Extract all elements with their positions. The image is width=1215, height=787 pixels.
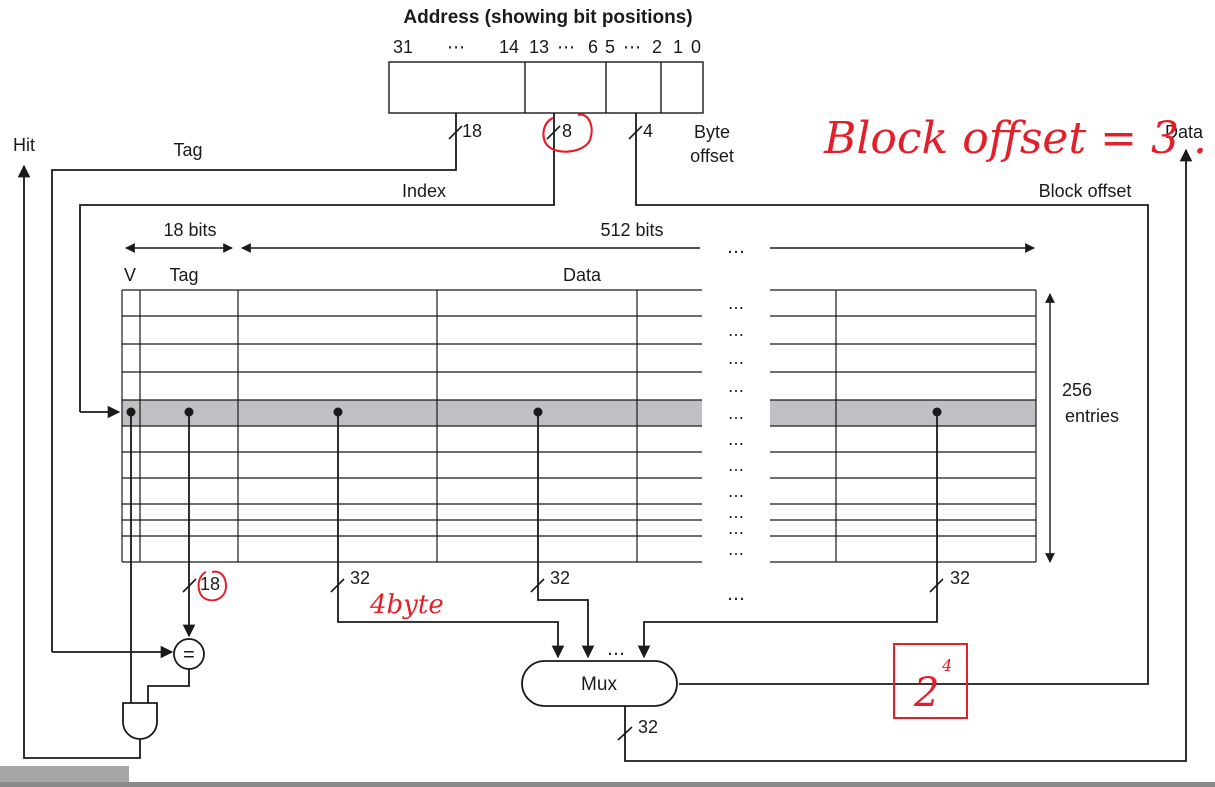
row-ellipsis: … <box>728 377 744 396</box>
block-offset-note: Block offset = 3 . <box>823 113 1207 164</box>
power-note-box <box>893 643 968 719</box>
word1-tap-dot <box>533 407 543 417</box>
compare-to-and-wire <box>147 669 190 703</box>
index-circle-mark <box>542 113 593 153</box>
width-slashes <box>182 125 944 741</box>
block-offset-wire-label: Block offset <box>1039 181 1132 201</box>
row-ellipsis: … <box>728 349 744 368</box>
index-wire-label: Index <box>402 181 446 201</box>
row-ellipsis: … <box>728 294 744 313</box>
bit-ellipsis-3: ⋯ <box>623 37 641 57</box>
word0-width-label: 32 <box>350 568 370 588</box>
data-bits-label: 512 bits <box>600 220 663 240</box>
column-header-v: V <box>124 265 136 285</box>
block-offset-wire <box>635 113 1149 685</box>
row-taps <box>130 412 938 688</box>
bit-position-labels: 31 ⋯ 14 13 ⋯ 6 5 ⋯ 2 1 0 <box>393 37 701 57</box>
dimension-arrows <box>125 243 1055 563</box>
byte-offset-label-2: offset <box>690 146 734 166</box>
row-ellipsis: … <box>728 456 744 475</box>
word15-width-label: 32 <box>950 568 970 588</box>
row-ellipsis: … <box>728 519 744 538</box>
word-mux <box>521 660 678 707</box>
data-bits-ellipsis: … <box>727 237 745 258</box>
entries-label-1: 256 <box>1062 380 1092 400</box>
word-size-note: 4byte <box>369 590 444 620</box>
byte-offset-label-1: Byte <box>694 122 730 142</box>
row-ellipsis: … <box>728 540 744 559</box>
bottom-tab <box>0 766 129 787</box>
row-tap-dots <box>126 407 942 417</box>
word1-width-label: 32 <box>550 568 570 588</box>
block-offset-width-label: 4 <box>643 121 653 141</box>
word0-tap-wire <box>337 412 565 659</box>
valid-tap-dot <box>126 407 136 417</box>
data-out-wire <box>624 148 1193 762</box>
address-register <box>388 61 704 114</box>
bit-0-label: 0 <box>691 37 701 57</box>
entries-label-2: entries <box>1065 406 1119 426</box>
mux-output-width-label: 32 <box>638 717 658 737</box>
handwritten-annotations: Block offset = 3 . 4byte 2 4 <box>197 113 1207 719</box>
mux-out-slash <box>617 726 633 741</box>
bit-31-label: 31 <box>393 37 413 57</box>
cache-table: …………………………… <box>121 289 1037 563</box>
diagram-title: Address (showing bit positions) <box>403 7 692 28</box>
address-box <box>388 61 704 114</box>
bit-14-label: 14 <box>499 37 519 57</box>
tag-bits-label: 18 bits <box>163 220 216 240</box>
tag-wire-label: Tag <box>173 140 202 160</box>
block-offset-slash <box>628 125 643 140</box>
column-header-data: Data <box>563 265 602 285</box>
bottom-bar <box>0 782 1215 787</box>
row-ellipsis: … <box>728 482 744 501</box>
hit-label: Hit <box>13 135 35 155</box>
compare-width-circle-mark <box>197 570 228 602</box>
compare-width-label: 18 <box>200 574 220 594</box>
bit-1-label: 1 <box>673 37 683 57</box>
and-gate-inputs <box>130 669 190 703</box>
word0-tap-dot <box>333 407 343 417</box>
word15-tap-wire <box>637 412 938 659</box>
word15-tap-dot <box>932 407 942 417</box>
bit-6-label: 6 <box>588 37 598 57</box>
row-ellipsis: … <box>728 321 744 340</box>
word1-tap-wire <box>537 412 595 659</box>
bit-ellipsis-1: ⋯ <box>447 37 465 57</box>
tag-tap-dot <box>184 407 194 417</box>
hit-and-gate <box>122 702 158 740</box>
bit-2-label: 2 <box>652 37 662 57</box>
mux-input-ellipsis: … <box>607 639 625 660</box>
column-header-tag: Tag <box>169 265 198 285</box>
selected-row-right <box>770 400 1036 426</box>
tag-wire <box>51 113 457 652</box>
row-ellipsis: … <box>728 404 744 423</box>
bit-13-label: 13 <box>529 37 549 57</box>
word-ellipsis: … <box>727 584 745 605</box>
comparator-symbol: = <box>183 644 195 666</box>
tag-slash <box>448 125 463 140</box>
index-wire <box>79 113 555 412</box>
row-ellipsis: … <box>728 430 744 449</box>
index-slash <box>546 125 561 140</box>
mux-label: Mux <box>581 674 617 695</box>
bit-5-label: 5 <box>605 37 615 57</box>
index-width-label: 8 <box>562 121 572 141</box>
selected-row-left <box>122 400 702 426</box>
tag-width-label: 18 <box>462 121 482 141</box>
power-note-base: 2 <box>913 670 939 716</box>
row-ellipsis: … <box>728 503 744 522</box>
data-out-label: Data <box>1165 122 1204 142</box>
power-note-exponent: 4 <box>941 656 952 675</box>
bit-ellipsis-2: ⋯ <box>557 37 575 57</box>
